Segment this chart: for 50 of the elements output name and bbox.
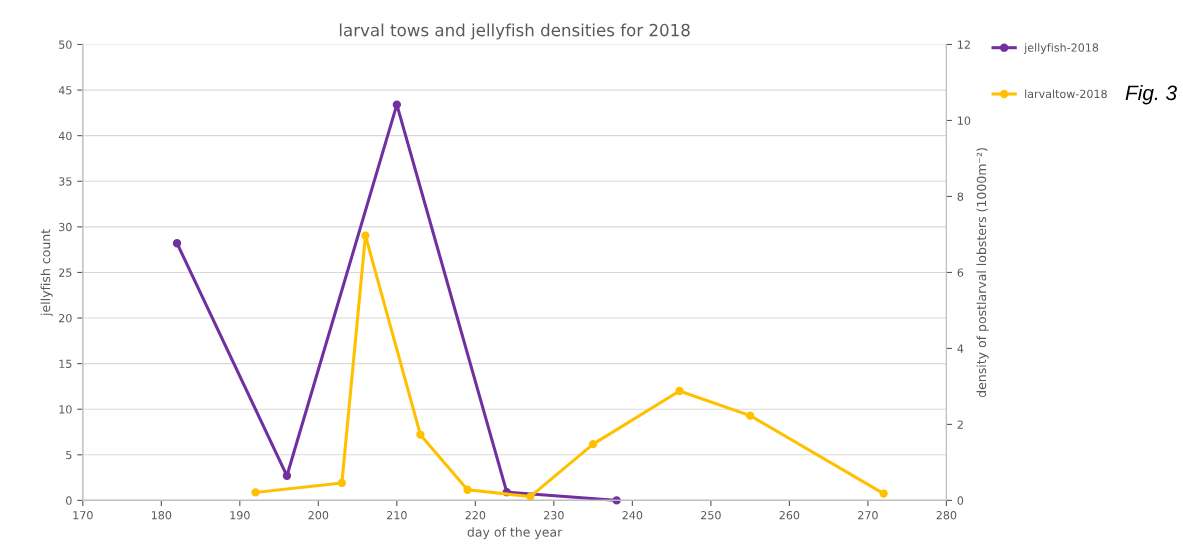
x-tick-label: 170: [73, 511, 93, 520]
point: [361, 231, 370, 240]
y2-tick-label: 8: [957, 192, 964, 201]
y-tick-label: 40: [58, 131, 72, 141]
point: [282, 471, 292, 480]
y-tick-label: 45: [58, 86, 72, 95]
point: [879, 489, 888, 498]
point: [392, 100, 402, 109]
point: [337, 478, 347, 488]
y2-tick-label: 2: [957, 420, 963, 429]
chart-title: larval tows and jellyfish densities for 2018: [339, 23, 690, 40]
x-tick-label: 200: [308, 511, 329, 520]
point: [675, 386, 684, 396]
y2-tick-label: 0: [957, 496, 964, 505]
y-tick-label: 25: [59, 268, 72, 277]
x-tick-label: 250: [701, 511, 721, 520]
y-tick-label: 20: [59, 314, 72, 323]
x-tick-label: 280: [936, 511, 957, 520]
x-tick-label: 180: [151, 511, 172, 520]
x-axis-title: day of the year: [467, 527, 563, 540]
x-tick-label: 260: [779, 511, 800, 520]
point: [416, 430, 425, 439]
x-tick-label: 210: [387, 511, 407, 520]
legend-label: jellyfish-2018: [1023, 43, 1099, 54]
point: [463, 485, 472, 494]
y2-tick-label: 10: [958, 116, 971, 125]
y2-axis-title: density of postlarval lobsters (1000m⁻²): [976, 148, 989, 398]
point: [745, 411, 755, 420]
point: [251, 488, 260, 497]
y2-tick-label: 12: [958, 40, 970, 49]
legend-label: larvaltow-2018: [1025, 89, 1107, 99]
x-tick-label: 230: [544, 511, 564, 520]
x-tick-label: 240: [622, 511, 643, 520]
point: [588, 440, 598, 449]
y2-tick-label: 4: [957, 344, 964, 353]
point: [172, 239, 182, 248]
y-tick-label: 50: [59, 40, 72, 49]
y-tick-label: 0: [66, 496, 72, 505]
point: [526, 492, 535, 501]
x-tick-label: 190: [230, 511, 250, 520]
y-tick-label: 10: [59, 405, 72, 414]
y-tick-label: 30: [59, 222, 72, 232]
y2-tick-label: 6: [957, 268, 964, 277]
y-tick-label: 15: [59, 359, 72, 368]
y-tick-label: 5: [66, 450, 72, 460]
x-tick-label: 220: [465, 511, 486, 520]
y-tick-label: 35: [59, 177, 72, 186]
x-tick-label: 270: [858, 511, 878, 520]
caption: Fig. 3: [1125, 84, 1177, 105]
y-axis-title: jellyfish count: [40, 229, 53, 317]
